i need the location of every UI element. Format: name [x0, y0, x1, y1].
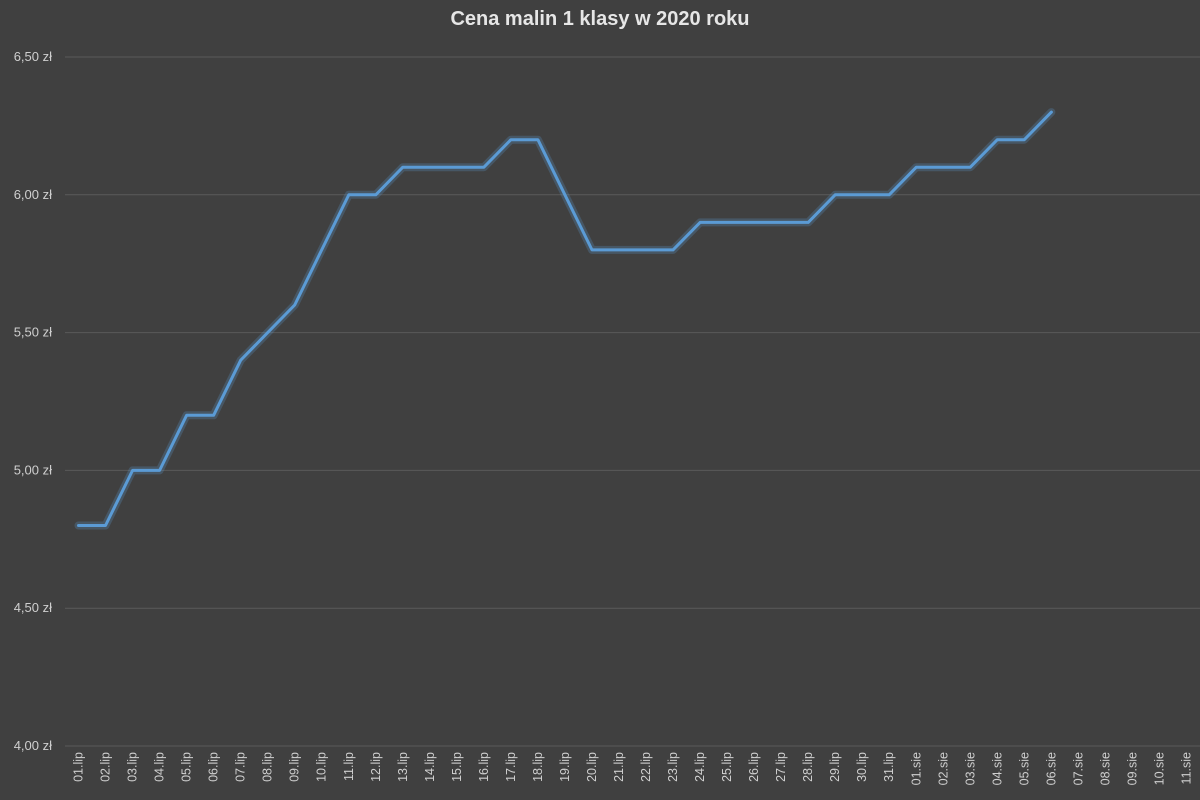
x-tick-label: 09.sie — [1125, 752, 1139, 785]
data-point — [482, 165, 486, 169]
data-point — [725, 220, 729, 224]
data-point — [941, 165, 945, 169]
data-point — [1022, 138, 1026, 142]
y-tick-label: 5,50 zł — [14, 325, 52, 340]
data-point — [590, 248, 594, 252]
data-point — [131, 468, 135, 472]
x-tick-label: 02.lip — [99, 752, 113, 782]
data-point — [644, 248, 648, 252]
data-point — [563, 193, 567, 197]
x-tick-label: 07.lip — [234, 752, 248, 782]
x-tick-label: 25.lip — [720, 752, 734, 782]
x-tick-label: 10.lip — [315, 752, 329, 782]
y-tick-label: 6,00 zł — [14, 187, 52, 202]
x-tick-label: 15.lip — [450, 752, 464, 782]
x-tick-label: 12.lip — [369, 752, 383, 782]
x-tick-label: 05.lip — [180, 752, 194, 782]
data-point — [293, 303, 297, 307]
x-tick-label: 17.lip — [504, 752, 518, 782]
data-point — [671, 248, 675, 252]
x-tick-label: 31.lip — [882, 752, 896, 782]
data-point — [617, 248, 621, 252]
x-tick-label: 21.lip — [612, 752, 626, 782]
data-point — [833, 193, 837, 197]
y-tick-label: 4,50 zł — [14, 600, 52, 615]
x-tick-label: 02.sie — [936, 752, 950, 785]
data-point — [104, 524, 108, 528]
x-tick-label: 24.lip — [693, 752, 707, 782]
x-tick-label: 27.lip — [774, 752, 788, 782]
x-tick-label: 20.lip — [585, 752, 599, 782]
data-point — [887, 193, 891, 197]
x-tick-label: 26.lip — [747, 752, 761, 782]
x-tick-label: 11.lip — [342, 752, 356, 781]
series-layer — [74, 108, 1056, 530]
x-tick-label: 29.lip — [828, 752, 842, 782]
data-point — [455, 165, 459, 169]
y-tick-label: 5,00 zł — [14, 462, 52, 477]
x-tick-label: 19.lip — [558, 752, 572, 782]
x-tick-label: 01.sie — [909, 752, 923, 785]
x-tick-label: 11.sie — [1179, 752, 1193, 784]
x-tick-label: 05.sie — [1017, 752, 1031, 785]
data-point — [509, 138, 513, 142]
y-tick-label: 6,50 zł — [14, 49, 52, 64]
data-point — [266, 331, 270, 335]
x-tick-label: 04.lip — [153, 752, 167, 782]
x-tick-label: 06.sie — [1044, 752, 1058, 785]
data-point — [860, 193, 864, 197]
data-point — [374, 193, 378, 197]
data-point — [968, 165, 972, 169]
data-point — [185, 413, 189, 417]
data-point — [158, 468, 162, 472]
x-tick-label: 16.lip — [477, 752, 491, 782]
data-point — [347, 193, 351, 197]
x-axis-ticks: 01.lip 02.lip 03.lip 04.lip 05.lip 06.lip 07.l… — [72, 752, 1194, 785]
data-point — [914, 165, 918, 169]
data-point — [779, 220, 783, 224]
x-tick-label: 08.lip — [261, 752, 275, 782]
data-point — [995, 138, 999, 142]
x-tick-label: 14.lip — [423, 752, 437, 782]
chart-title: Cena malin 1 klasy w 2020 roku — [450, 8, 750, 30]
data-point — [320, 248, 324, 252]
series-line — [77, 110, 1053, 527]
x-tick-label: 08.sie — [1098, 752, 1112, 785]
x-tick-label: 09.lip — [288, 752, 302, 782]
series-line-glow — [74, 108, 1056, 530]
data-point — [698, 220, 702, 224]
x-tick-label: 10.sie — [1152, 752, 1166, 785]
x-tick-label: 28.lip — [801, 752, 815, 782]
data-point — [239, 358, 243, 362]
data-point — [752, 220, 756, 224]
x-tick-label: 03.sie — [963, 752, 977, 785]
x-tick-label: 30.lip — [855, 752, 869, 782]
x-tick-label: 01.lip — [72, 752, 86, 782]
x-tick-label: 23.lip — [666, 752, 680, 782]
x-tick-label: 13.lip — [396, 752, 410, 782]
x-tick-label: 22.lip — [639, 752, 653, 782]
data-point — [1049, 110, 1053, 114]
grid-layer — [65, 56, 1200, 747]
y-axis-ticks: 4,00 zł 4,50 zł 5,00 zł 5,50 zł 6,00 zł 6,50 … — [14, 49, 52, 753]
data-point — [536, 138, 540, 142]
data-point — [77, 524, 81, 528]
data-point — [806, 220, 810, 224]
x-tick-label: 06.lip — [207, 752, 221, 782]
x-tick-label: 07.sie — [1071, 752, 1085, 785]
data-point — [428, 165, 432, 169]
x-tick-label: 03.lip — [126, 752, 140, 782]
x-tick-label: 18.lip — [531, 752, 545, 782]
y-tick-label: 4,00 zł — [14, 738, 52, 753]
x-tick-label: 04.sie — [990, 752, 1004, 785]
data-point — [212, 413, 216, 417]
data-point — [401, 165, 405, 169]
